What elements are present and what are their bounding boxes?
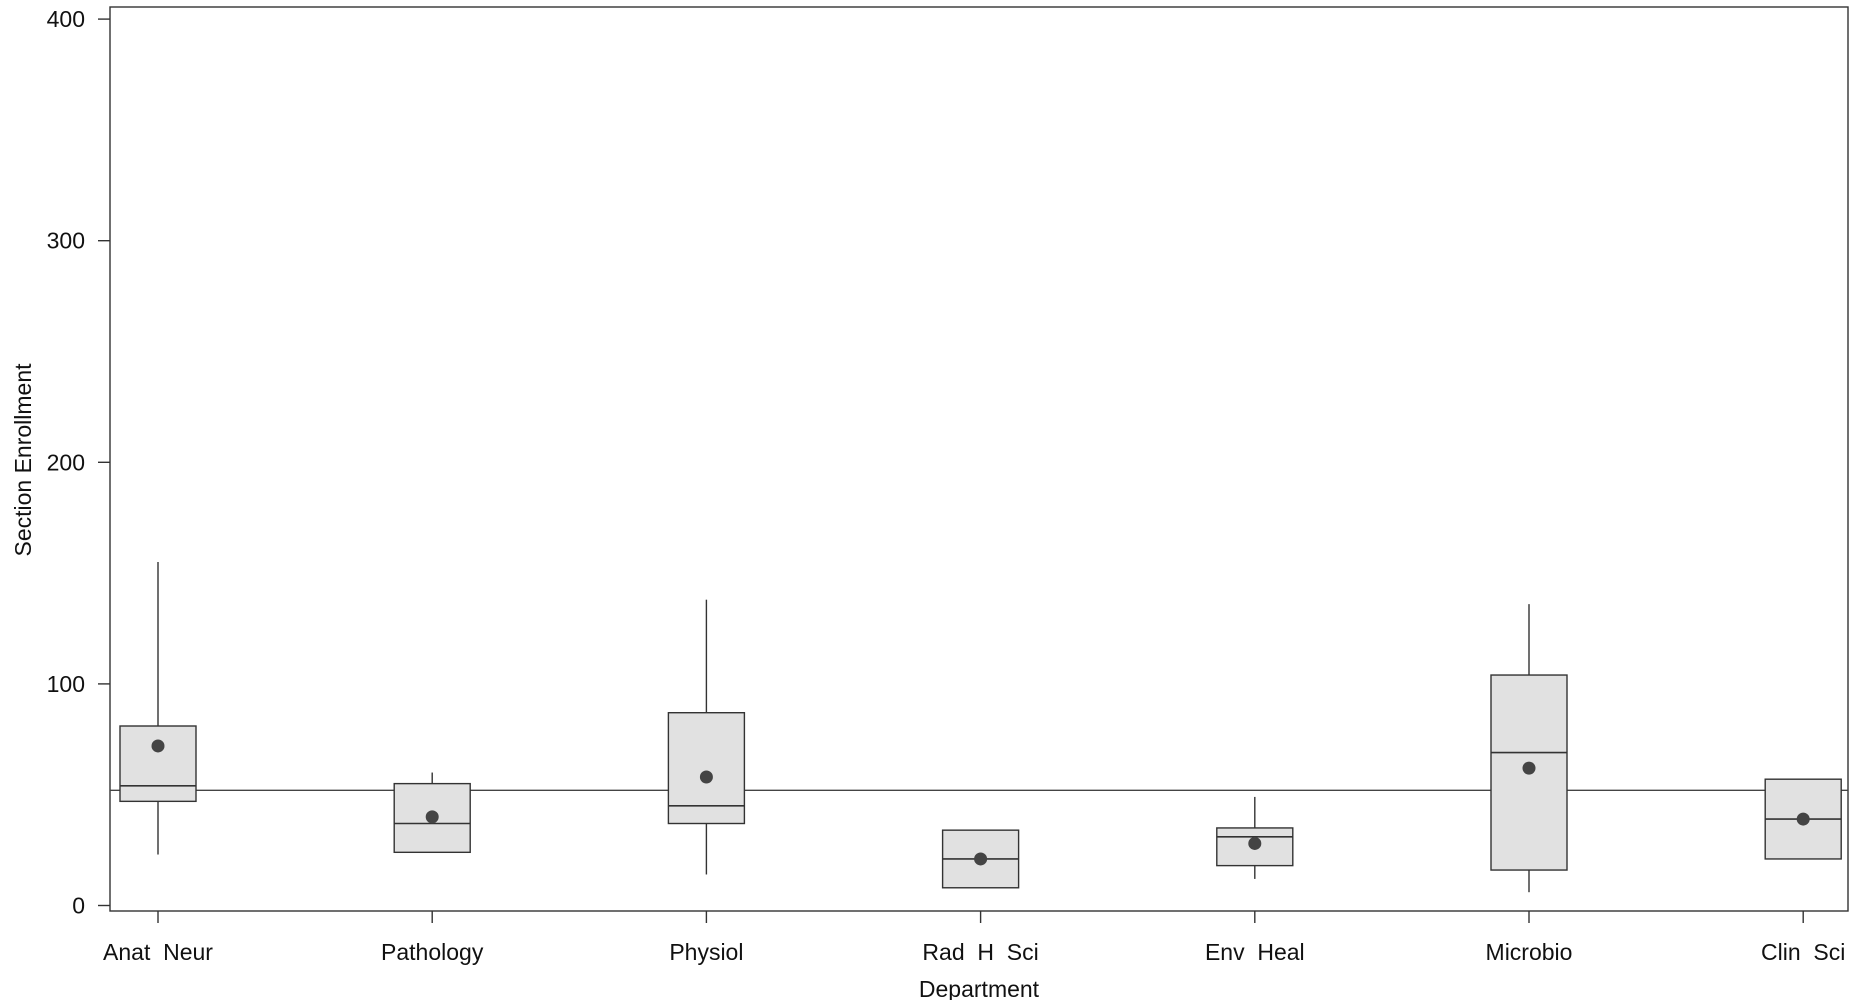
x-tick-label: Anat Neur — [103, 939, 213, 965]
box-group-6 — [1490, 604, 1568, 893]
mean-point — [1796, 812, 1810, 826]
y-tick-label: 400 — [47, 6, 85, 32]
box-group-2 — [393, 772, 471, 854]
x-tick-label: Rad H Sci — [922, 939, 1038, 965]
x-tick-label: Microbio — [1486, 939, 1573, 965]
y-tick-label: 300 — [47, 228, 85, 254]
x-tick-label: Pathology — [381, 939, 484, 965]
y-tick-label: 0 — [72, 893, 85, 919]
box-group-5 — [1216, 796, 1294, 879]
box-group-3 — [667, 599, 746, 875]
mean-point — [699, 770, 713, 784]
mean-point — [425, 810, 439, 824]
y-tick-label: 200 — [47, 449, 85, 475]
box-group-4 — [941, 829, 1020, 889]
x-axis-title: Department — [919, 976, 1040, 1000]
box — [1216, 827, 1294, 867]
box-group-1 — [119, 562, 197, 855]
x-axis: Anat Neur Pathology Physiol Rad H Sci Env He… — [103, 911, 1845, 965]
mean-point — [974, 852, 988, 866]
x-tick-label: Env Heal — [1205, 939, 1305, 965]
box — [667, 712, 746, 825]
mean-point — [1248, 836, 1262, 850]
box — [119, 725, 197, 803]
x-tick-label: Physiol — [669, 939, 743, 965]
y-axis-title: Section Enrollment — [10, 363, 36, 557]
plot-frame — [109, 6, 1849, 912]
mean-point — [151, 739, 165, 753]
y-axis: 0 100 200 300 400 — [47, 6, 110, 919]
y-tick-label: 100 — [47, 671, 85, 697]
box-group-7 — [1764, 778, 1842, 860]
box-series — [119, 562, 1842, 893]
x-tick-label: Clin Sci — [1761, 939, 1845, 965]
mean-point — [1522, 761, 1536, 775]
